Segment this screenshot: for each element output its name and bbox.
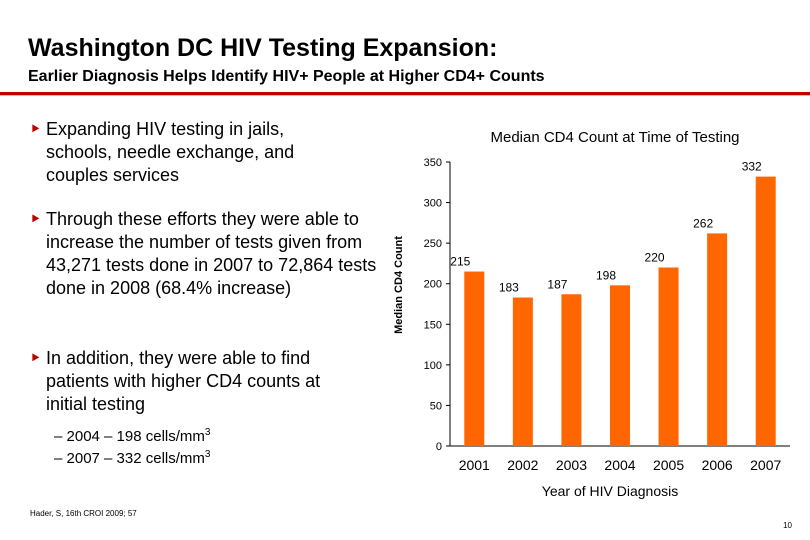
- data-label-2005: 220: [645, 250, 665, 264]
- title-divider: [0, 92, 810, 95]
- chart-data-labels: 215 183 187 198 220 262 332: [450, 160, 762, 295]
- bar-2003: [561, 294, 582, 446]
- data-label-2006: 262: [693, 216, 713, 230]
- data-label-2003: 187: [547, 277, 567, 291]
- bullet-marker-icon: ‣: [30, 209, 41, 229]
- bullet-item: ‣ In addition, they were able to find pa…: [30, 347, 366, 416]
- x-tick-label-2001: 2001: [459, 457, 490, 473]
- bar-2004: [610, 285, 630, 446]
- slide-subtitle: Earlier Diagnosis Helps Identify HIV+ Pe…: [28, 68, 545, 85]
- y-tick-label: 300: [424, 198, 442, 210]
- y-axis-label: Median CD4 Count: [393, 236, 405, 334]
- x-tick-label-2005: 2005: [653, 457, 684, 473]
- x-tick-label-2003: 2003: [556, 457, 587, 473]
- bar-2001: [464, 271, 485, 446]
- source-citation: Hader, S, 16th CROI 2009; 57: [30, 509, 137, 518]
- sub-bullet-text: – 2007 – 332 cells/mm: [54, 450, 205, 467]
- y-tick-label: 350: [424, 157, 442, 169]
- bullet-text: Expanding HIV testing in jails, schools,…: [46, 119, 295, 185]
- y-tick-label: 250: [424, 238, 442, 250]
- chart-title: Median CD4 Count at Time of Testing: [490, 129, 739, 146]
- bullet-text: In addition, they were able to find pati…: [46, 348, 321, 414]
- y-tick-label: 0: [436, 441, 442, 453]
- superscript: 3: [204, 427, 211, 438]
- y-tick-label: 50: [430, 400, 442, 412]
- page-number: 10: [783, 521, 792, 530]
- y-tick-label: 100: [424, 360, 442, 372]
- sub-bullet: – 2004 – 198 cells/mm3: [54, 422, 210, 448]
- x-axis-label: Year of HIV Diagnosis: [542, 483, 678, 499]
- data-label-2002: 183: [499, 281, 519, 295]
- x-tick-label-2007: 2007: [750, 457, 781, 473]
- chart-tick-labels: 0 50 100 150 200 250 300 350 2001 2002 2003 2004 200…: [424, 157, 782, 473]
- sub-bullet-text: – 2004 – 198 cells/mm: [54, 428, 205, 445]
- bar-2002: [512, 297, 533, 446]
- y-tick-label: 150: [424, 319, 442, 331]
- chart-bars: [464, 176, 776, 446]
- data-label-2007: 332: [742, 160, 762, 174]
- bullet-item: ‣ Expanding HIV testing in jails, school…: [30, 118, 346, 187]
- bar-2007: [755, 176, 776, 446]
- data-label-2001: 215: [450, 255, 470, 269]
- data-label-2004: 198: [596, 268, 616, 282]
- bar-2005: [658, 267, 679, 446]
- bullet-marker-icon: ‣: [30, 348, 41, 368]
- bullet-item: ‣ Through these efforts they were able t…: [30, 208, 384, 300]
- cd4-bar-chart: Median CD4 Count at Time of Testing Medi…: [393, 129, 790, 499]
- slide-title: Washington DC HIV Testing Expansion:: [28, 34, 498, 62]
- superscript: 3: [204, 449, 211, 460]
- bullet-text: Through these efforts they were able to …: [46, 209, 377, 298]
- bar-2006: [707, 233, 728, 446]
- bullet-marker-icon: ‣: [30, 119, 41, 139]
- y-tick-label: 200: [424, 279, 442, 291]
- x-tick-label-2004: 2004: [604, 457, 635, 473]
- x-tick-label-2002: 2002: [507, 457, 538, 473]
- title-divider-shadow: [0, 95, 810, 96]
- x-tick-label-2006: 2006: [702, 457, 733, 473]
- sub-bullet: – 2007 – 332 cells/mm3: [54, 444, 210, 470]
